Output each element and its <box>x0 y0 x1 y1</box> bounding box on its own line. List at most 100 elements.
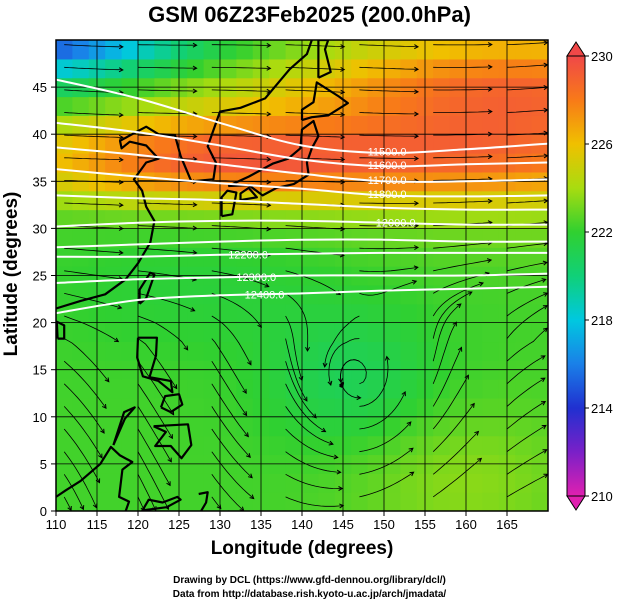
streamline-2 <box>211 496 222 509</box>
colorbar: 210 214 218 222 226 230 <box>566 41 613 511</box>
streamline-80 <box>285 247 344 256</box>
streamline-arrow-144 <box>340 44 346 50</box>
streamline-arrow-108 <box>266 156 272 162</box>
streamline-125 <box>506 109 548 113</box>
coastline-segment-2 <box>239 186 258 202</box>
streamline-127 <box>137 89 197 92</box>
x-tick-label-155: 155 <box>414 517 436 532</box>
x-axis: 110 115 120 125 130 135 140 145 150 155 160 165 <box>46 511 518 532</box>
contour-label-11500.0: 11500.0 <box>368 147 407 159</box>
streamline-arrow-73 <box>264 282 270 288</box>
streamline-arrow-123 <box>340 112 346 118</box>
y-tick-label-15: 15 <box>33 363 47 378</box>
streamline-123 <box>359 112 419 115</box>
streamline-70 <box>64 270 123 280</box>
streamline-139 <box>506 64 548 68</box>
streamline-47 <box>432 303 462 362</box>
streamline-30 <box>211 406 251 458</box>
streamline-arrow-122 <box>266 111 272 117</box>
streamline-143 <box>285 44 345 48</box>
streamline-arrow-141 <box>118 44 124 50</box>
streamline-arrow-130 <box>340 89 346 95</box>
streamline-arrow-26 <box>401 390 406 397</box>
streamline-17 <box>285 451 341 473</box>
streamline-arrow-14 <box>542 449 548 454</box>
streamline-109 <box>359 157 418 159</box>
streamline-arrow-67 <box>305 346 311 352</box>
streamline-arrow-55 <box>467 291 473 296</box>
streamline-arrow-8 <box>79 505 85 511</box>
streamline-arrow-38 <box>244 432 249 438</box>
colorbar-tick-label-214: 214 <box>591 401 613 416</box>
streamline-arrow-53 <box>303 396 308 402</box>
streamline-92 <box>137 202 197 206</box>
streamline-132 <box>506 86 548 91</box>
streamline-69 <box>506 279 546 294</box>
streamline-arrow-116 <box>340 134 346 140</box>
streamline-112 <box>64 134 123 138</box>
streamline-11 <box>359 447 414 475</box>
contour-line-11900.0 <box>56 194 548 211</box>
x-tick-label-145: 145 <box>332 517 354 532</box>
streamline-40 <box>432 321 457 384</box>
streamline-73 <box>285 270 341 295</box>
x-axis-label: Longitude (degrees) <box>210 538 394 559</box>
streamline-24 <box>285 428 338 458</box>
streamline-arrow-94 <box>266 202 272 208</box>
streamline-66 <box>285 293 309 351</box>
streamline-96 <box>433 200 492 204</box>
streamline-arrow-64 <box>117 304 123 310</box>
streamline-9 <box>211 474 244 511</box>
streamline-23 <box>211 428 253 478</box>
streamline-138 <box>433 66 492 68</box>
streamline-82 <box>433 242 492 249</box>
streamline-7 <box>63 474 84 510</box>
coastline-segment-12 <box>56 445 134 511</box>
streamline-4 <box>359 471 414 498</box>
streamline-15 <box>137 451 169 510</box>
streamline-arrow-48 <box>456 303 462 309</box>
streamline-arrow-24 <box>247 473 253 479</box>
streamline-arrow-56 <box>542 305 548 310</box>
streamline-12 <box>432 431 479 475</box>
coastline-segment-10 <box>153 423 193 460</box>
streamline-8 <box>137 474 157 511</box>
colorbar-tick-label-210: 210 <box>591 489 613 504</box>
streamline-arrow-37 <box>168 434 173 440</box>
streamline-119 <box>64 112 123 116</box>
wind-streamlines <box>63 40 548 511</box>
streamline-arrow-5 <box>409 471 415 477</box>
coastline-segment-11 <box>112 406 136 446</box>
streamline-63 <box>64 293 122 309</box>
streamline-arrow-57 <box>114 337 120 343</box>
streamline-75 <box>433 259 492 272</box>
streamline-46 <box>339 359 361 399</box>
streamline-arrow-6 <box>477 457 483 463</box>
y-tick-label-0: 0 <box>40 504 47 519</box>
streamline-105 <box>64 157 123 161</box>
streamline-arrow-143 <box>266 42 272 48</box>
streamline-arrow-93 <box>192 202 198 208</box>
contour-label-11700.0: 11700.0 <box>368 175 407 187</box>
streamline-arrow-20 <box>470 402 475 408</box>
streamline-103 <box>433 178 492 181</box>
x-tick-label-130: 130 <box>209 517 231 532</box>
streamline-144 <box>359 44 419 48</box>
streamline-arrow-51 <box>172 384 178 390</box>
streamline-arrow-34 <box>457 346 463 352</box>
coastline-segment-3 <box>227 119 320 197</box>
coastline-segment-7 <box>56 320 66 340</box>
contour-line-11600.0 <box>56 121 548 168</box>
coastline <box>56 40 349 511</box>
streamline-arrow-142 <box>192 42 198 48</box>
contour-label-12300.0: 12300.0 <box>236 272 276 284</box>
contour-line-11800.0 <box>56 168 548 198</box>
streamline-arrow-23 <box>166 481 171 487</box>
streamline-28 <box>63 406 103 459</box>
streamline-arrow-75 <box>413 265 419 271</box>
streamline-arrow-36 <box>100 428 105 434</box>
streamline-141 <box>137 44 197 46</box>
streamline-arrow-68 <box>412 279 418 285</box>
streamline-arrow-82 <box>413 245 420 251</box>
